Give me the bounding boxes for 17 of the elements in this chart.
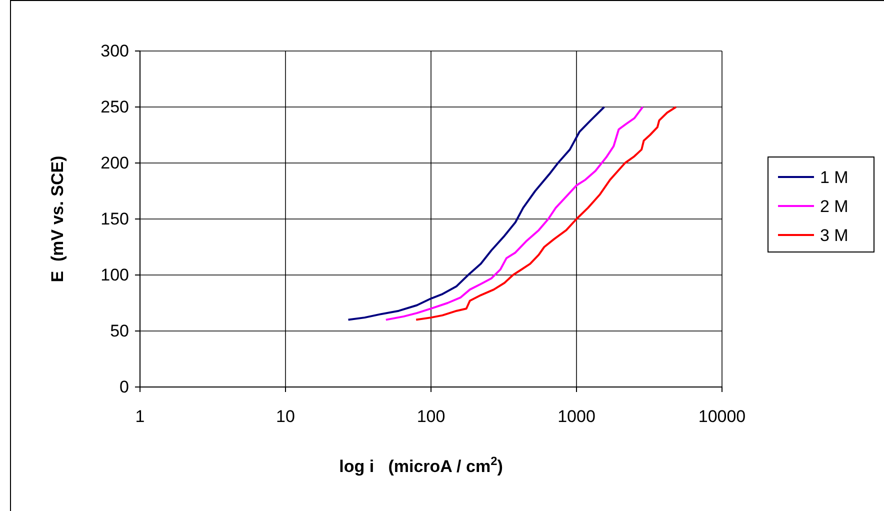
y-tick-label: 0 [120, 377, 129, 396]
x-tick-label: 1000 [558, 407, 596, 426]
x-tick-label: 100 [416, 407, 446, 426]
y-tick-label: 50 [110, 321, 129, 340]
y-tick-label: 250 [100, 97, 129, 116]
x-axis-title: log i (microA / cm$^{2}$) [339, 454, 503, 476]
y-tick-label: 300 [100, 41, 129, 60]
legend-label: 3 M [820, 226, 848, 245]
legend-label: 1 M [820, 168, 848, 187]
x-tick-label: 1 [135, 407, 145, 426]
y-axis-title: E (mV vs. SCE) [48, 156, 67, 282]
x-tick-label: 10000 [698, 407, 746, 426]
y-tick-label: 150 [100, 209, 129, 228]
x-tick-label: 10 [276, 407, 295, 426]
y-tick-label: 200 [100, 153, 129, 172]
legend-label: 2 M [820, 197, 848, 216]
y-tick-label: 100 [100, 265, 129, 284]
